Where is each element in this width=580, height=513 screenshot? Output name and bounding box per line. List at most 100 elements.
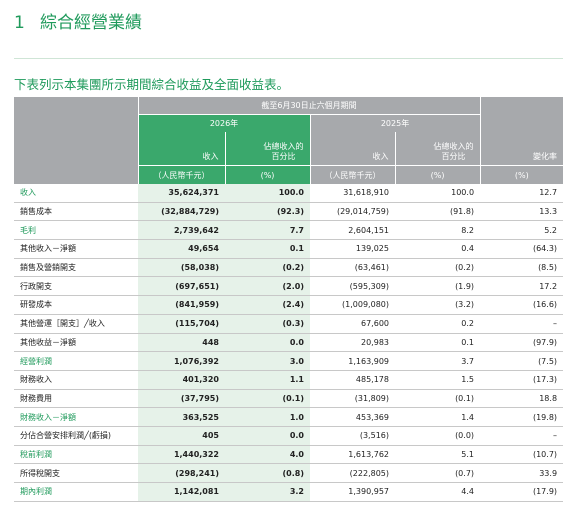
table-cell: 401,320 (138, 370, 225, 390)
table-cell: (595,309) (310, 276, 395, 297)
header-row: 截至6月30日止六個月期間 (14, 97, 564, 184)
table-row: 研發成本 (841,959) (2.4) (1,009,080) (3.2) (16.6) (14, 295, 564, 315)
header-cell (14, 97, 138, 184)
row-label: 收入 (14, 184, 138, 203)
table-cell: (0.1) (395, 389, 481, 409)
unit-header: (%) (394, 165, 481, 184)
table-cell: (1,009,080) (310, 295, 395, 315)
table-cell: (8.5) (480, 258, 564, 278)
row-label: 財務費用 (14, 389, 138, 409)
section-number: 1 (14, 13, 25, 33)
table-row: 財務收入－淨額 363,525 1.0 453,369 1.4 (19.8) (14, 407, 564, 427)
table-cell: (0.7) (395, 463, 481, 483)
table-cell: 405 (138, 426, 225, 446)
table-cell: 1,163,909 (310, 351, 395, 371)
table-cell: (32,884,729) (138, 202, 225, 222)
table-cell: 1,142,081 (138, 482, 225, 502)
table-row: 其他收益－淨額 448 0.0 20,983 0.1 (97.9) (14, 333, 564, 353)
row-label: 分佔合營安排利潤╱(虧損) (14, 426, 138, 446)
section-title: 1 綜合經營業績 (14, 8, 142, 33)
unit-header: (%) (479, 165, 564, 184)
table-cell: (222,805) (310, 463, 395, 483)
table-cell: (841,959) (138, 295, 225, 315)
table-cell: (298,241) (138, 463, 225, 483)
table-cell: 49,654 (138, 239, 225, 259)
row-label: 財務收入 (14, 370, 138, 390)
table-row: 收入 35,624,371 100.0 31,618,910 100.0 12.7 (14, 184, 564, 203)
table-cell: (63,461) (310, 258, 395, 278)
divider (14, 58, 563, 59)
table-row: 毛利 2,739,642 7.7 2,604,151 8.2 5.2 (14, 220, 564, 241)
table-cell: 453,369 (310, 407, 395, 427)
table-cell: (16.6) (480, 295, 564, 315)
table-cell: (2.0) (225, 276, 310, 297)
table-cell: (10.7) (480, 445, 564, 465)
table-cell: (37,795) (138, 389, 225, 409)
table-cell: 5.2 (480, 220, 564, 241)
table-cell: (3,516) (310, 426, 395, 446)
year-header: 2025年 (309, 114, 481, 132)
table-cell: (115,704) (138, 314, 225, 334)
table-cell: 0.0 (225, 333, 310, 353)
table-cell: 448 (138, 333, 225, 353)
table-cell: 2,739,642 (138, 220, 225, 241)
table-cell: 139,025 (310, 239, 395, 259)
table-cell: 1.5 (395, 370, 481, 390)
table-row: 其他營運［開支］╱收入 (115,704) (0.3) 67,600 0.2– (14, 314, 564, 334)
table-cell: 1,440,322 (138, 445, 225, 465)
table-cell: 0.2 (395, 314, 481, 334)
table-cell: 3.2 (225, 482, 310, 502)
table-cell: – (480, 426, 564, 446)
table-cell: 5.1 (395, 445, 481, 465)
table-cell: 1.0 (225, 407, 310, 427)
year-header: 2026年 (137, 114, 310, 132)
table-cell: 7.7 (225, 220, 310, 241)
column-header: 收入 (137, 132, 225, 166)
row-label: 稅前利潤 (14, 445, 138, 465)
table-cell: 1,390,957 (310, 482, 395, 502)
table-cell: (64.3) (480, 239, 564, 259)
table-row: 銷售及營銷開支 (58,038) (0.2) (63,461) (0.2) (8.5) (14, 258, 564, 278)
table-cell: 1.1 (225, 370, 310, 390)
table-cell: 12.7 (480, 184, 564, 203)
table-cell: (0.2) (225, 258, 310, 278)
table-row: 期內利潤 1,142,081 3.2 1,390,957 4.4 (17.9) (14, 482, 564, 502)
table-cell: (17.9) (480, 482, 564, 502)
table-cell: 8.2 (395, 220, 481, 241)
row-label: 所得稅開支 (14, 463, 138, 483)
table-cell: 485,178 (310, 370, 395, 390)
table-row: 銷售成本 (32,884,729) (92.3) (29,014,759) (91.8)… (14, 202, 564, 222)
header-row: （人民幣千元） (%) （人民幣千元） (%) (%) (14, 165, 564, 184)
table-cell: (19.8) (480, 407, 564, 427)
table-cell: 20,983 (310, 333, 395, 353)
unit-header: (%) (224, 165, 310, 184)
table-cell: (0.8) (225, 463, 310, 483)
row-label: 銷售及營銷開支 (14, 258, 138, 278)
table-cell: 0.1 (395, 333, 481, 353)
table-cell: (0.3) (225, 314, 310, 334)
row-label: 其他收入－淨額 (14, 239, 138, 259)
table-cell: (3.2) (395, 295, 481, 315)
row-label: 行政開支 (14, 276, 138, 297)
table-cell: (17.3) (480, 370, 564, 390)
table-cell: 0.4 (395, 239, 481, 259)
table-cell: (0.0) (395, 426, 481, 446)
table-cell: (1.9) (395, 276, 481, 297)
table-cell: 13.3 (480, 202, 564, 222)
section-title-text: 綜合經營業績 (40, 13, 142, 33)
column-header: 佔總收入的百分比 (394, 132, 481, 166)
table-cell: (92.3) (225, 202, 310, 222)
subtitle: 下表列示本集團所示期間綜合收益及全面收益表。 (14, 77, 290, 92)
table-cell: 35,624,371 (138, 184, 225, 203)
column-header-text: 佔總收入的百分比 (433, 142, 474, 161)
header-row: 2026年 2025年 (14, 114, 563, 132)
row-label: 其他營運［開支］╱收入 (14, 314, 138, 334)
unit-header: （人民幣千元） (309, 165, 395, 184)
header-cell (479, 97, 564, 132)
income-table: 截至6月30日止六個月期間 2026年 2025年 收入 佔總收入的百分比 收入… (14, 97, 564, 502)
table-cell: 2,604,151 (310, 220, 395, 241)
table-cell: (29,014,759) (310, 202, 395, 222)
table-cell: – (480, 314, 564, 334)
table-cell: 0.0 (225, 426, 310, 446)
table-cell: 4.4 (395, 482, 481, 502)
